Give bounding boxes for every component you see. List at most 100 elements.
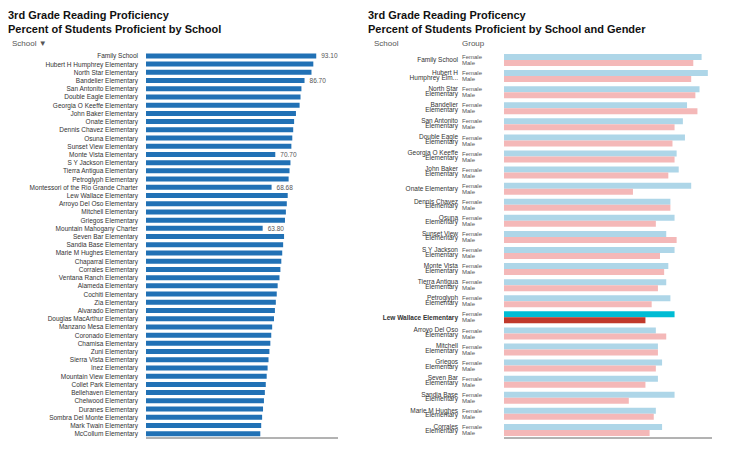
svg-text:Male: Male — [462, 334, 476, 340]
svg-text:Male: Male — [462, 108, 476, 114]
svg-text:OsunaElementary: OsunaElementary — [425, 214, 459, 227]
svg-text:Ventana Ranch Elementary: Ventana Ranch Elementary — [59, 274, 139, 282]
svg-text:93.10: 93.10 — [321, 52, 338, 59]
svg-text:Male: Male — [462, 414, 476, 420]
svg-text:Seven BarElementary: Seven BarElementary — [425, 374, 459, 387]
svg-text:Male: Male — [462, 398, 476, 404]
svg-text:Family School: Family School — [97, 52, 138, 60]
svg-text:Collet Park Elementary: Collet Park Elementary — [72, 381, 139, 389]
svg-text:Mark Twain Elementary: Mark Twain Elementary — [70, 422, 139, 430]
svg-text:Cochiti Elementary: Cochiti Elementary — [83, 291, 138, 299]
svg-text:Male: Male — [462, 76, 476, 82]
svg-text:Male: Male — [462, 173, 476, 179]
svg-text:Double Eagle Elementary: Double Eagle Elementary — [64, 93, 138, 101]
svg-text:Male: Male — [462, 285, 476, 291]
svg-text:CorralesElementary: CorralesElementary — [425, 423, 459, 436]
svg-text:Sombra Del Monte Elementary: Sombra Del Monte Elementary — [49, 414, 139, 422]
svg-text:Arroyo Del Oso Elementary: Arroyo Del Oso Elementary — [59, 200, 139, 208]
svg-text:Male: Male — [462, 141, 476, 147]
svg-text:Dennis Chavez Elementary: Dennis Chavez Elementary — [59, 126, 139, 134]
svg-text:MitchellElementary: MitchellElementary — [425, 342, 459, 355]
svg-text:John Baker Elementary: John Baker Elementary — [70, 110, 138, 118]
svg-text:Mitchell Elementary: Mitchell Elementary — [81, 208, 138, 216]
svg-text:Male: Male — [462, 60, 476, 66]
svg-text:Male: Male — [462, 124, 476, 130]
svg-text:McCollum Elementary: McCollum Elementary — [74, 430, 138, 438]
svg-text:Manzano Mesa Elementary: Manzano Mesa Elementary — [59, 323, 139, 331]
svg-text:70.70: 70.70 — [280, 151, 297, 158]
svg-text:Mountain Mahogany Charter: Mountain Mahogany Charter — [56, 225, 139, 233]
svg-text:Sunset ViewElementary: Sunset ViewElementary — [422, 230, 459, 243]
svg-text:Double EagleElementary: Double EagleElementary — [419, 133, 459, 146]
svg-text:Male: Male — [462, 237, 476, 243]
svg-text:San Antonito Elementary: San Antonito Elementary — [66, 85, 138, 93]
svg-text:Tierra AntiguaElementary: Tierra AntiguaElementary — [418, 278, 459, 291]
svg-text:Alvarado Elementary: Alvarado Elementary — [78, 307, 139, 315]
svg-text:Male: Male — [462, 382, 476, 388]
svg-text:Georgia O KeeffeElementary: Georgia O KeeffeElementary — [408, 149, 459, 162]
svg-text:Male: Male — [462, 350, 476, 356]
svg-text:Bandelier Elementary: Bandelier Elementary — [76, 77, 139, 85]
svg-text:Onate Elementary: Onate Elementary — [86, 118, 139, 126]
svg-text:Lew Wallace Elementary: Lew Wallace Elementary — [67, 192, 139, 200]
svg-text:Mountain View Elementary: Mountain View Elementary — [61, 373, 139, 381]
svg-text:San AntonitoElementary: San AntonitoElementary — [421, 117, 459, 130]
svg-text:Chaparral Elementary: Chaparral Elementary — [75, 258, 139, 266]
svg-text:S Y Jackson Elementary: S Y Jackson Elementary — [67, 159, 138, 167]
svg-text:BandelierElementary: BandelierElementary — [425, 101, 459, 114]
svg-text:Male: Male — [462, 92, 476, 98]
svg-text:Corrales Elementary: Corrales Elementary — [79, 266, 139, 274]
svg-text:Griegos Elementary: Griegos Elementary — [81, 217, 139, 225]
svg-text:Onate Elementary: Onate Elementary — [406, 185, 459, 193]
svg-text:Monte VistaElementary: Monte VistaElementary — [424, 262, 459, 275]
svg-text:Male: Male — [462, 430, 476, 436]
svg-text:North StarElementary: North StarElementary — [425, 85, 459, 98]
svg-text:Male: Male — [462, 253, 476, 259]
svg-text:Bellehaven Elementary: Bellehaven Elementary — [71, 389, 139, 397]
svg-text:John BakerElementary: John BakerElementary — [425, 165, 459, 178]
svg-text:86.70: 86.70 — [310, 77, 327, 84]
svg-text:North Star Elementary: North Star Elementary — [74, 69, 139, 77]
svg-text:Male: Male — [462, 301, 476, 307]
svg-text:S Y JacksonElementary: S Y JacksonElementary — [422, 246, 459, 259]
svg-text:Inez Elementary: Inez Elementary — [91, 364, 139, 372]
svg-text:Hubert H Humphrey Elementary: Hubert H Humphrey Elementary — [46, 61, 139, 69]
svg-text:Duranes Elementary: Duranes Elementary — [79, 406, 139, 414]
svg-text:Tierra Antigua Elementary: Tierra Antigua Elementary — [63, 167, 139, 175]
svg-text:Marie M Hughes Elementary: Marie M Hughes Elementary — [56, 249, 139, 257]
svg-text:Male: Male — [462, 205, 476, 211]
svg-text:Coronado Elementary: Coronado Elementary — [75, 332, 139, 340]
svg-text:Male: Male — [462, 221, 476, 227]
svg-text:Chamisa Elementary: Chamisa Elementary — [78, 340, 139, 348]
svg-text:68.68: 68.68 — [277, 184, 294, 191]
svg-text:Dennis ChavezElementary: Dennis ChavezElementary — [414, 198, 459, 211]
svg-text:Seven Bar Elementary: Seven Bar Elementary — [73, 233, 139, 241]
svg-text:Marie M HughesElementary: Marie M HughesElementary — [410, 407, 458, 420]
svg-text:Monte Vista Elementary: Monte Vista Elementary — [69, 151, 139, 159]
svg-text:Zia Elementary: Zia Elementary — [94, 299, 138, 307]
svg-text:Male: Male — [462, 157, 476, 163]
svg-text:Georgia O Keeffe Elementary: Georgia O Keeffe Elementary — [53, 102, 139, 110]
svg-text:Alameda Elementary: Alameda Elementary — [78, 282, 139, 290]
svg-text:Hubert HHumphrey Elm...: Hubert HHumphrey Elm... — [410, 69, 459, 82]
svg-text:Family School: Family School — [417, 56, 458, 64]
svg-text:GriegosElementary: GriegosElementary — [425, 358, 459, 371]
svg-text:Sandia Base Elementary: Sandia Base Elementary — [66, 241, 138, 249]
svg-text:Male: Male — [462, 269, 476, 275]
svg-text:Lew Wallace Elementary: Lew Wallace Elementary — [383, 314, 459, 322]
svg-text:Chelwood Elementary: Chelwood Elementary — [74, 397, 138, 405]
svg-text:Zuni Elementary: Zuni Elementary — [91, 348, 139, 356]
svg-text:Sunset View Elementary: Sunset View Elementary — [67, 143, 138, 151]
svg-text:Montessori of the Rio Grande C: Montessori of the Rio Grande Charter — [30, 184, 139, 191]
svg-text:Male: Male — [462, 366, 476, 372]
svg-text:Sandia BaseElementary: Sandia BaseElementary — [421, 391, 459, 404]
svg-text:Douglas MacArthur Elementary: Douglas MacArthur Elementary — [48, 315, 139, 323]
svg-text:Arroyo Del OsoElementary: Arroyo Del OsoElementary — [414, 326, 459, 339]
svg-text:Sierra Vista Elementary: Sierra Vista Elementary — [70, 356, 139, 364]
svg-text:Osuna Elementary: Osuna Elementary — [84, 135, 139, 143]
svg-text:Petroglyph Elementary: Petroglyph Elementary — [72, 176, 139, 184]
svg-text:63.80: 63.80 — [268, 225, 285, 232]
svg-text:Male: Male — [462, 189, 476, 195]
svg-text:PetroglyphElementary: PetroglyphElementary — [425, 294, 459, 307]
svg-text:Male: Male — [462, 317, 476, 323]
